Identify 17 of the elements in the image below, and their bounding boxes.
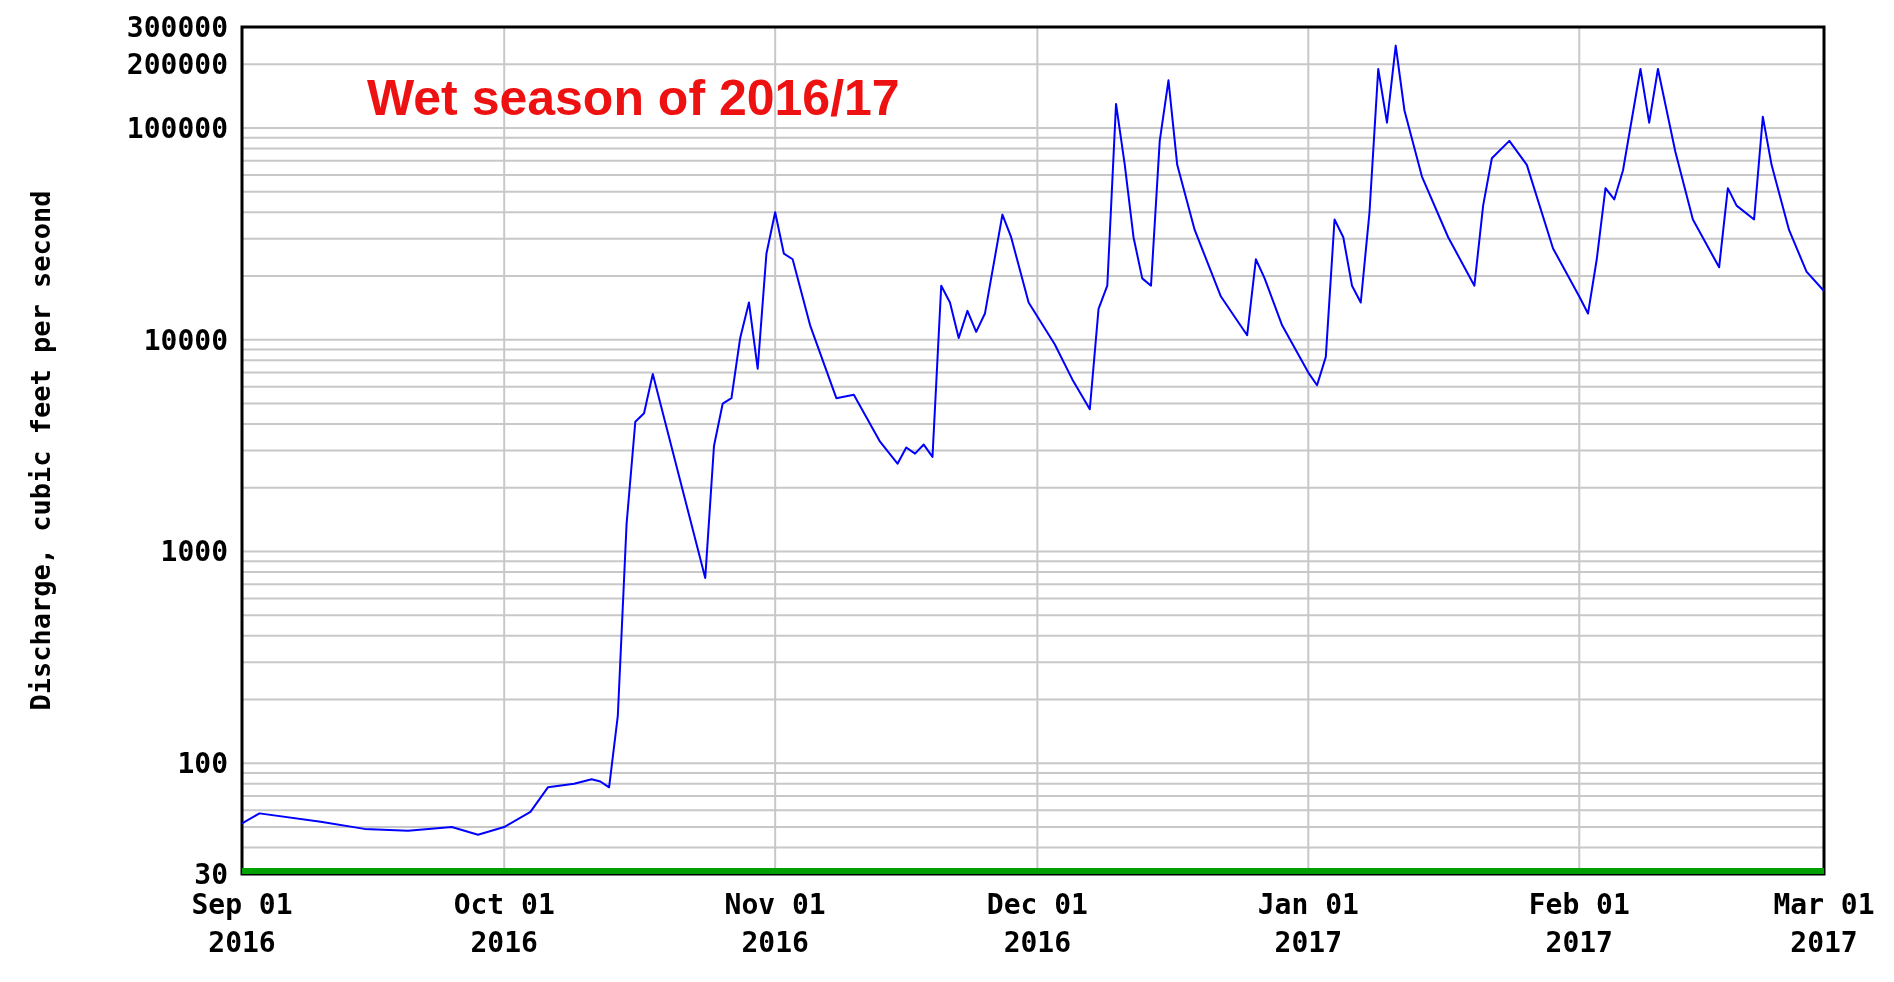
y-tick-label: 1000 [160,535,228,569]
y-tick-label: 100000 [126,111,228,145]
x-tick-label: Sep 01 2016 [191,888,293,959]
x-tick-label: Mar 01 2017 [1773,888,1875,959]
x-tick-label: Jan 01 2017 [1257,888,1359,959]
y-tick-label: 10000 [143,323,228,357]
text: Wet season of 2016/17 [367,70,900,126]
y-tick-label: 100 [177,747,228,781]
y-tick-label: 200000 [126,48,228,82]
x-tick-label: Nov 01 2016 [724,888,826,959]
line-series [241,44,1825,836]
y-tick-label: 30 [194,857,228,891]
y-tick-label: 300000 [126,10,228,44]
y-axis-title: Discharge, cubic feet per second [25,190,56,711]
x-tick-label: Oct 01 2016 [453,888,555,959]
x-tick-label: Feb 01 2017 [1528,888,1630,959]
x-tick-label: Dec 01 2016 [986,888,1088,959]
